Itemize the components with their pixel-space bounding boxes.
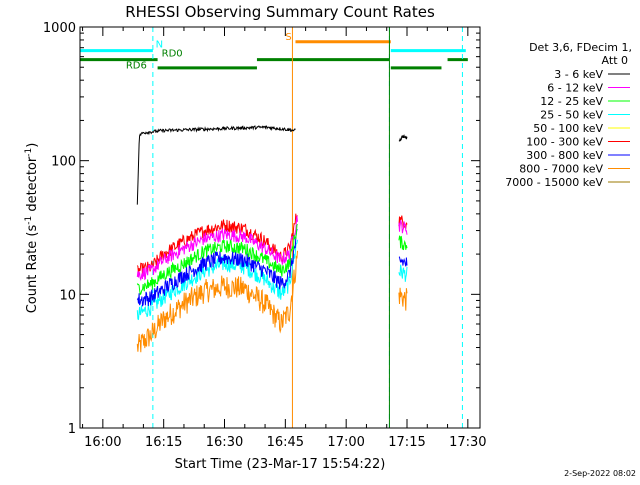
legend-label-2: 12 - 25 keV [540,95,603,108]
legend-label-5: 100 - 300 keV [526,136,603,149]
x-tick-label-3: 16:45 [267,435,304,450]
legend-header-line-2: Att 0 [602,54,628,67]
series-line-2-0 [136,224,298,296]
flag-label-2: RD6 [126,60,147,71]
series-line-0-1 [398,133,408,142]
series-line-7-1 [398,287,408,311]
series-layer [136,125,408,353]
flag-label-1: RD0 [162,49,183,60]
y-axis-label-sup-1: -1 [24,216,34,225]
plot-frame [79,26,481,429]
y-tick-label-3: 1000 [43,21,76,36]
legend-label-1: 6 - 12 keV [547,82,603,95]
y-axis-label-sup-2: -1 [24,148,34,157]
ticks-layer: 1 10 100 1000 16:00 16:15 16:30 16:45 17:00 17:15… [43,21,487,450]
y-tick-label-0: 1 [68,422,76,437]
x-tick-label-2: 16:30 [206,435,243,450]
y-axis-label-part-1: Count Rate (s [25,225,40,314]
legend-label-7: 800 - 7000 keV [519,163,603,176]
series-line-1-0 [136,215,298,282]
legend-label-8: 7000 - 15000 keV [505,176,603,189]
series-line-6-0 [136,228,298,307]
y-axis-label-part-2: detector [25,156,40,216]
y-axis-label: Count Rate (s-1 detector-1) [24,143,40,314]
legend-label-3: 25 - 50 keV [540,109,603,122]
chart-title: RHESSI Observing Summary Count Rates [125,3,435,21]
y-tick-label-1: 10 [59,288,76,303]
series-line-7-0 [136,250,298,353]
series-line-1-1 [398,220,408,235]
legend-label-4: 50 - 100 keV [533,122,603,135]
y-tick-label-2: 100 [51,155,76,170]
y-axis-label-part-3: ) [25,143,40,148]
x-tick-label-1: 16:15 [145,435,182,450]
legend-header-line-1: Det 3,6, FDecim 1, [529,41,632,54]
flag-label-3: S [285,32,291,43]
x-tick-label-4: 17:00 [327,435,364,450]
flag-label-0: N [156,40,163,51]
x-tick-label-5: 17:15 [388,435,425,450]
series-line-0-0 [136,125,296,205]
legend-label-6: 300 - 800 keV [526,149,603,162]
timestamp: 2-Sep-2022 08:02 [564,469,636,478]
series-line-3-0 [136,239,298,321]
x-axis-label: Start Time (23-Mar-17 15:54:22) [175,457,386,472]
series-line-6-1 [398,256,408,267]
series-line-2-1 [398,235,408,251]
x-tick-label-0: 16:00 [84,435,121,450]
legend-label-0: 3 - 6 keV [554,68,603,81]
x-tick-label-6: 17:30 [449,435,486,450]
series-line-3-1 [398,264,408,282]
